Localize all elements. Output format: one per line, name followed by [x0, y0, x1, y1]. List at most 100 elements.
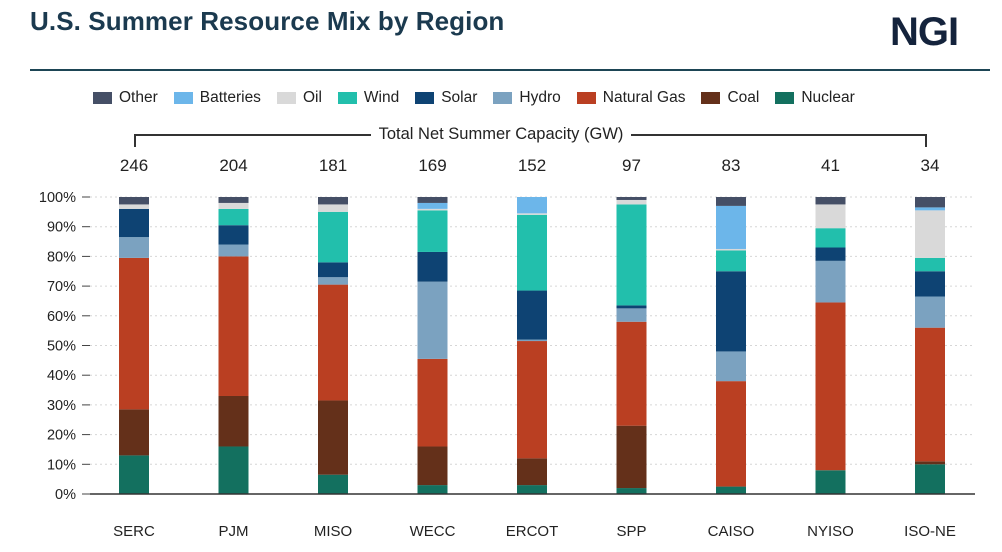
bar-segment-batteries [915, 207, 945, 211]
legend-label-solar: Solar [441, 89, 478, 106]
bar-segment-solar [417, 251, 448, 282]
bar-segment-nuclear [616, 488, 647, 494]
bar-segment-oil [815, 204, 846, 229]
legend-item-batteries: Batteries [173, 89, 261, 107]
capacity-value: 181 [319, 156, 347, 175]
capacity-bracket-left-tick [134, 134, 136, 147]
capacity-bracket-right-tick [925, 134, 927, 147]
bar-segment-wind [517, 214, 547, 291]
bar-segment-natural-gas [218, 256, 249, 396]
capacity-value: 246 [120, 156, 148, 175]
bar-segment-oil [915, 210, 945, 258]
title-divider [30, 69, 990, 71]
bar-segment-natural-gas [417, 358, 448, 447]
bar-segment-coal [616, 425, 647, 489]
x-tick-label: WECC [410, 523, 456, 540]
bar-segment-natural-gas [616, 321, 647, 426]
x-tick-label: MISO [314, 523, 352, 540]
y-tick-label: 30% [47, 398, 76, 414]
legend: Other Batteries Oil Wind Solar Hydro Nat… [93, 87, 871, 109]
legend-label-batteries: Batteries [199, 89, 261, 106]
ngi-logo: NGI [890, 10, 959, 54]
bar-segment-natural-gas [915, 327, 945, 462]
bar-segment-hydro [815, 260, 846, 303]
bar-segment-other [218, 197, 249, 203]
bar-segment-nuclear [218, 446, 249, 494]
y-tick-label: 40% [47, 368, 76, 384]
bar-segment-oil [119, 204, 149, 209]
bar-segment-solar [218, 225, 249, 245]
bar-segment-nuclear [318, 474, 348, 494]
bar-segment-solar [716, 271, 746, 352]
bar-segment-natural-gas [716, 381, 746, 487]
y-tick-label: 10% [47, 457, 76, 473]
bar-segment-nuclear [119, 455, 149, 494]
x-tick-label: NYISO [807, 523, 854, 540]
legend-item-wind: Wind [337, 89, 400, 107]
bar-segment-wind [616, 204, 647, 306]
bar-segment-solar [517, 290, 547, 340]
capacity-value: 41 [821, 156, 840, 175]
bar-segment-solar [318, 262, 348, 278]
chart-title: U.S. Summer Resource Mix by Region [30, 6, 505, 36]
legend-label-coal: Coal [727, 89, 760, 106]
capacity-value: 34 [921, 156, 940, 175]
legend-swatch-natural-gas [576, 92, 596, 104]
bar-segment-nuclear [815, 470, 846, 494]
legend-label-nuclear: Nuclear [801, 89, 855, 106]
bar-segment-other [318, 197, 348, 205]
legend-swatch-coal [701, 92, 721, 104]
bar-segment-natural-gas [517, 341, 547, 459]
x-tick-label: ERCOT [506, 523, 559, 540]
legend-swatch-nuclear [775, 92, 795, 104]
bar-segment-coal [119, 409, 149, 456]
bar-segment-hydro [119, 237, 149, 258]
bar-segment-hydro [318, 277, 348, 285]
bar-segment-coal [218, 395, 249, 447]
y-tick-label: 90% [47, 220, 76, 236]
legend-swatch-other [93, 92, 112, 104]
legend-item-other: Other [93, 89, 158, 107]
legend-item-solar: Solar [415, 89, 477, 107]
legend-label-other: Other [119, 89, 158, 106]
bar-segment-natural-gas [815, 302, 846, 471]
bar-segment-wind [318, 211, 348, 263]
legend-label-oil: Oil [302, 89, 322, 106]
bar-segment-oil [716, 248, 746, 251]
y-tick-label: 80% [47, 249, 76, 265]
legend-swatch-solar [415, 92, 435, 104]
bar-segment-oil [616, 199, 647, 205]
bar-segment-hydro [517, 339, 547, 342]
x-tick-label: SERC [113, 523, 155, 540]
y-tick-label: 0% [55, 487, 76, 503]
bar-segment-other [119, 197, 149, 205]
legend-swatch-batteries [173, 92, 193, 104]
bar-segment-hydro [915, 296, 945, 328]
legend-swatch-hydro [493, 92, 513, 104]
x-tick-label: CAISO [708, 523, 755, 540]
bar-segment-batteries [417, 202, 448, 209]
bar-segment-batteries [716, 205, 746, 249]
bar-segment-batteries [517, 197, 547, 214]
bar-segment-solar [815, 247, 846, 261]
capacity-value: 97 [622, 156, 641, 175]
legend-label-natural-gas: Natural Gas [602, 89, 686, 106]
legend-label-wind: Wind [363, 89, 400, 106]
bar-segment-coal [318, 400, 348, 475]
legend-item-coal: Coal [701, 89, 759, 107]
bar-segment-oil [417, 208, 448, 211]
legend-swatch-oil [276, 92, 296, 104]
y-tick-label: 20% [47, 428, 76, 444]
bar-segment-coal [417, 446, 448, 486]
y-tick-label: 100% [39, 190, 76, 206]
bar-segment-nuclear [716, 486, 746, 494]
x-tick-label: SPP [616, 523, 646, 540]
bar-segment-solar [915, 271, 945, 297]
bar-segment-wind [716, 250, 746, 272]
bar-segment-oil [218, 202, 249, 209]
capacity-title: Total Net Summer Capacity (GW) [0, 125, 1002, 144]
bar-segment-wind [915, 257, 945, 272]
bar-segment-hydro [218, 244, 249, 257]
legend-item-oil: Oil [276, 89, 322, 107]
